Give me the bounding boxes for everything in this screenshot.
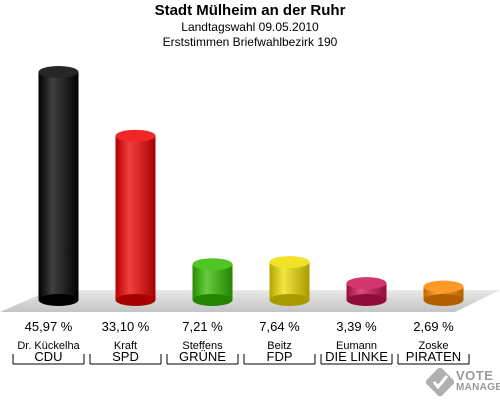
bar-base [269,294,310,306]
bar-fdp [269,262,310,300]
bar-base [192,294,233,306]
chart-title: Stadt Mülheim an der Ruhr [154,2,346,19]
candidate-label: Steffens [182,340,223,352]
candidate-label: Zoske [419,340,449,352]
logo-line1: VOTE [456,368,494,383]
logo-line2: MANAGER [456,382,500,393]
candidate-label: Kraft [114,340,137,352]
chart-header: Stadt Mülheim an der Ruhr Landtagswahl 0… [0,2,500,50]
bar-top [423,280,464,293]
candidate-label: Beitz [267,340,291,352]
checkmark-icon [424,366,456,398]
party-label: SPD [112,349,139,364]
bar-cdu [38,72,79,300]
candidate-label: Dr. Kückelha [17,340,80,352]
chart-subtitle-district: Erststimmen Briefwahlbezirk 190 [162,35,338,49]
value-label: 7,64 % [259,319,300,334]
vote-manager-logo: VOTE MANAGER [424,366,500,398]
value-label: 3,39 % [336,319,377,334]
party-label: PIRATEN [406,349,461,364]
bar-base [115,294,156,306]
bar-base [38,294,79,306]
bar-base [346,294,387,306]
logo-text: VOTE MANAGER [456,368,500,394]
value-label: 45,97 % [25,319,73,334]
party-label: DIE LINKE [325,349,388,364]
bar-top [192,258,233,271]
candidate-label: Eumann [336,340,377,352]
value-label: 33,10 % [102,319,150,334]
party-label: GRÜNE [179,349,226,364]
bar-top [346,277,387,290]
chart-subtitle-election: Landtagswahl 09.05.2010 [181,20,319,34]
value-label: 2,69 % [413,319,454,334]
bar-top [269,256,310,269]
party-label: CDU [34,349,62,364]
bar-spd [115,135,156,300]
bar-top [115,129,156,142]
party-label: FDP [267,349,293,364]
value-label: 7,21 % [182,319,223,334]
bar-base [423,294,464,306]
bar-top [38,66,79,78]
